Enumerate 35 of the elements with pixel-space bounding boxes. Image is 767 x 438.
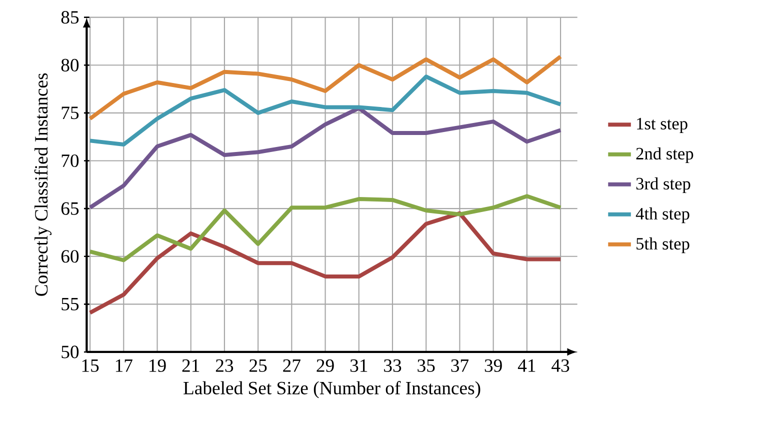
x-tick-label: 41 — [518, 359, 536, 372]
x-tick-label: 15 — [82, 359, 99, 372]
x-tick-label: 21 — [182, 359, 200, 372]
line-series — [88, 54, 563, 121]
line-series — [88, 194, 563, 262]
x-tick-label: 29 — [316, 359, 334, 372]
x-tick-label: 23 — [216, 359, 234, 372]
legend-label: 5th step — [636, 237, 690, 254]
x-tick-label: 43 — [552, 359, 570, 372]
y-tick-label: 50 — [62, 346, 79, 358]
x-tick-label: 19 — [150, 359, 166, 372]
x-tick-label: 25 — [250, 359, 267, 372]
legend-label: 1st step — [637, 118, 688, 134]
x-tick-label: 35 — [418, 359, 435, 372]
x-tick-label: 31 — [350, 359, 368, 372]
x-tick-label: 39 — [484, 359, 502, 372]
line-series — [88, 106, 563, 210]
x-tick-label: 37 — [451, 359, 469, 372]
y-tick-label: 55 — [62, 298, 79, 310]
line-series — [88, 74, 563, 146]
x-tick-label: 17 — [116, 359, 132, 372]
y-tick-label: 75 — [62, 106, 79, 120]
legend-label: 2nd step — [636, 147, 694, 164]
x-tick-label: 33 — [384, 359, 402, 372]
line-series — [88, 211, 563, 315]
x-axis-title: Labeled Set Size (Number of Instances) — [184, 381, 480, 398]
legend-label: 4th step — [636, 207, 690, 224]
y-tick-label: 85 — [61, 11, 79, 24]
y-tick-label: 70 — [62, 154, 79, 168]
y-axis-title: Correctly Classified Instances — [34, 73, 52, 296]
y-tick-label: 60 — [61, 250, 79, 263]
y-tick-label: 65 — [61, 202, 79, 215]
x-tick-label: 27 — [283, 359, 300, 372]
legend-label: 3rd step — [636, 177, 690, 194]
y-tick-label: 80 — [61, 58, 79, 72]
